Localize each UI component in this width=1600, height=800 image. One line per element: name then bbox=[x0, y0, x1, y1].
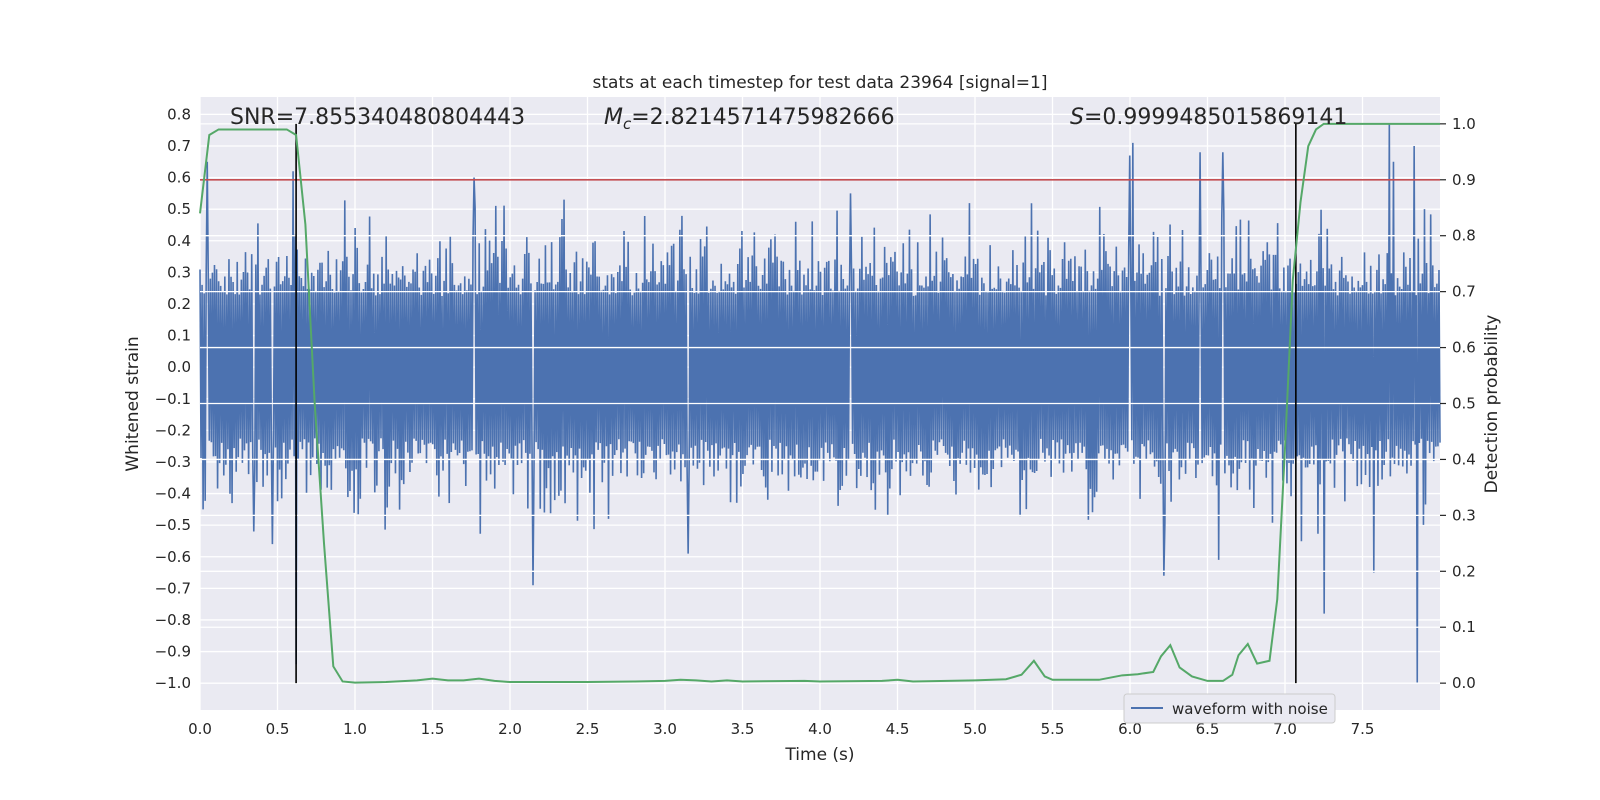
x-tick-label: 6.5 bbox=[1196, 720, 1220, 738]
y-tick-label: 0.7 bbox=[167, 137, 191, 155]
y-tick-label: −0.4 bbox=[155, 485, 191, 503]
waveform-with-noise-line bbox=[199, 123, 1441, 684]
waveform-series bbox=[199, 123, 1441, 684]
x-tick-label: 5.5 bbox=[1041, 720, 1065, 738]
x-tick-label: 5.0 bbox=[963, 720, 987, 738]
y-tick-label: 0.6 bbox=[167, 169, 191, 187]
x-tick-label: 3.5 bbox=[731, 720, 755, 738]
score-symbol: S bbox=[1070, 105, 1084, 130]
x-tick-label: 6.0 bbox=[1118, 720, 1142, 738]
x-tick-label: 1.5 bbox=[421, 720, 445, 738]
chirp-mass-symbol: M bbox=[604, 105, 623, 130]
score-value: =0.9999485015869141 bbox=[1084, 105, 1347, 130]
y2-axis-label: Detection probability bbox=[1482, 315, 1502, 494]
event-markers bbox=[295, 123, 1297, 684]
y-tick-label: −0.2 bbox=[155, 421, 191, 439]
y2-tick-label: 0.4 bbox=[1452, 450, 1476, 468]
y2-tick-label: 0.6 bbox=[1452, 339, 1476, 357]
y-tick-label: 0.4 bbox=[167, 232, 191, 250]
y-axis-label: Whitened strain bbox=[123, 336, 143, 471]
x-tick-label: 1.0 bbox=[343, 720, 367, 738]
x-tick-label: 0.5 bbox=[266, 720, 290, 738]
x-tick-label: 2.0 bbox=[498, 720, 522, 738]
legend-box bbox=[1123, 693, 1336, 724]
y2-tick-label: 0.3 bbox=[1452, 506, 1476, 524]
probability-series bbox=[199, 122, 1440, 684]
x-tick-label: 7.0 bbox=[1273, 720, 1297, 738]
legend: waveform with noise bbox=[1123, 693, 1336, 724]
x-tick-label: 7.5 bbox=[1351, 720, 1375, 738]
y2-tick-label: 0.1 bbox=[1452, 618, 1476, 636]
y-tick-label: 0.8 bbox=[167, 105, 191, 123]
chirp-mass-subscript: c bbox=[623, 115, 632, 133]
chirp-mass-value: =2.8214571475982666 bbox=[631, 105, 894, 130]
y-tick-label: −0.1 bbox=[155, 390, 191, 408]
y-tick-label: −0.5 bbox=[155, 516, 191, 534]
y2-tick-label: 0.9 bbox=[1452, 171, 1476, 189]
detection-probability-line bbox=[199, 122, 1440, 684]
y-tick-label: −1.0 bbox=[155, 674, 191, 692]
snr-annotation: SNR=7.855340480804443 bbox=[230, 105, 525, 130]
score-annotation: S=0.9999485015869141 bbox=[1070, 105, 1347, 130]
x-tick-label: 2.5 bbox=[576, 720, 600, 738]
y2-tick-label: 0.5 bbox=[1452, 395, 1476, 413]
x-tick-label: 0.0 bbox=[188, 720, 212, 738]
x-axis-label: Time (s) bbox=[784, 745, 854, 765]
y-tick-label: 0.1 bbox=[167, 327, 191, 345]
x-tick-label: 3.0 bbox=[653, 720, 677, 738]
x-tick-label: 4.5 bbox=[886, 720, 910, 738]
y-tick-label: 0.3 bbox=[167, 263, 191, 281]
x-tick-label: 4.0 bbox=[808, 720, 832, 738]
y2-tick-label: 0.8 bbox=[1452, 227, 1476, 245]
legend-waveform-label: waveform with noise bbox=[1172, 700, 1328, 718]
y2-tick-label: 0.2 bbox=[1452, 562, 1476, 580]
left-axis-ticks: 0.8 0.7 0.6 0.5 0.4 0.3 0.2 0.1 0.0 −0.1 −0.2 −0.3 −… bbox=[155, 105, 191, 692]
y-tick-label: −0.3 bbox=[155, 453, 191, 471]
y-tick-label: −0.9 bbox=[155, 643, 191, 661]
y-tick-label: 0.2 bbox=[167, 295, 191, 313]
y2-tick-label: 0.0 bbox=[1452, 674, 1476, 692]
y-tick-label: 0.0 bbox=[167, 358, 191, 376]
y-tick-label: 0.5 bbox=[167, 200, 191, 218]
y-tick-label: −0.6 bbox=[155, 548, 191, 566]
x-axis-ticks: 0.0 0.5 1.0 1.5 2.0 2.5 3.0 3.5 4.0 4.5 5.0 5.5 6.0 6… bbox=[188, 720, 1374, 738]
y-tick-label: −0.8 bbox=[155, 611, 191, 629]
y2-tick-label: 1.0 bbox=[1452, 115, 1476, 133]
y-tick-label: −0.7 bbox=[155, 579, 191, 597]
chart-title: stats at each timestep for test data 239… bbox=[593, 73, 1048, 93]
right-axis-ticks: 1.0 0.9 0.8 0.7 0.6 0.5 0.4 0.3 0.2 0.1 0.0 bbox=[1440, 115, 1476, 692]
y2-tick-label: 0.7 bbox=[1452, 283, 1476, 301]
chirp-mass-annotation: Mc=2.8214571475982666 bbox=[604, 105, 895, 133]
